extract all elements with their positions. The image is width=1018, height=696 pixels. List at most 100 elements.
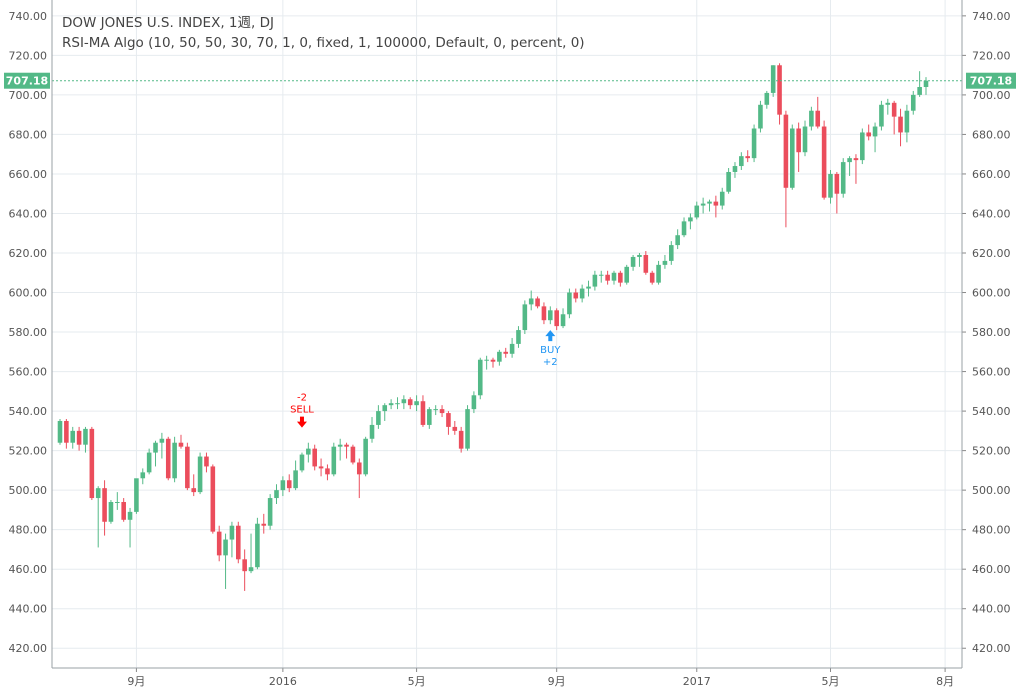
candle: [223, 533, 228, 589]
candle-body: [337, 444, 343, 447]
candle: [458, 426, 464, 453]
candle-body: [739, 156, 744, 167]
candle-body: [312, 448, 317, 467]
candle: [917, 71, 922, 97]
candle-body: [465, 409, 470, 449]
candle: [675, 229, 680, 250]
candle: [452, 420, 458, 435]
candle-body: [64, 420, 69, 443]
candle: [688, 213, 693, 230]
candle-body: [898, 116, 903, 133]
axes: 420.00 420.00 440.00 440.00 460.00 460.00 480.…: [9, 0, 1011, 688]
last-price-line: 707.18 707.18: [4, 72, 1016, 89]
candle-body: [719, 191, 725, 206]
y-tick-label-right: 640.00: [972, 207, 1011, 220]
candle-body: [618, 272, 623, 283]
candle: [369, 417, 375, 443]
candle-body: [694, 205, 700, 218]
candle-body: [891, 102, 897, 117]
y-tick-label-right: 580.00: [972, 326, 1011, 339]
candle: [745, 150, 750, 163]
candle: [484, 355, 489, 370]
candle-body: [344, 444, 349, 447]
candle-body: [89, 428, 95, 499]
candle-body: [917, 87, 922, 95]
candle-body: [172, 442, 177, 479]
candle-body: [318, 466, 324, 469]
candle-body: [637, 254, 642, 257]
y-tick-label-left: 740.00: [9, 10, 48, 23]
candle: [535, 296, 540, 309]
candle: [802, 120, 808, 157]
buy-signal-label: BUY: [540, 345, 561, 356]
y-tick-label-right: 480.00: [972, 524, 1011, 537]
indicator-title: RSI-MA Algo (10, 50, 50, 30, 70, 1, 0, f…: [62, 35, 585, 51]
candle: [726, 168, 731, 194]
y-tick-label-right: 620.00: [972, 247, 1011, 260]
candle: [229, 521, 235, 558]
candle-body: [216, 531, 222, 556]
candle: [879, 100, 884, 131]
candle-body: [427, 409, 432, 425]
candle-body: [802, 126, 808, 153]
candle-body: [331, 446, 337, 475]
candle: [267, 494, 273, 530]
candle-body: [153, 442, 158, 453]
candle-body: [458, 430, 464, 449]
candle-body: [477, 359, 483, 396]
candle-body: [356, 462, 362, 475]
candle-body: [573, 292, 579, 299]
candle: [751, 124, 757, 163]
candle-body: [185, 446, 190, 489]
candle: [567, 288, 572, 319]
candle-body: [401, 399, 407, 404]
y-tick-label-left: 500.00: [9, 484, 48, 497]
candle-body: [388, 403, 394, 406]
candle: [866, 124, 871, 141]
last-price-tag-left: [4, 72, 50, 89]
candle-body: [248, 567, 254, 572]
y-tick-label-left: 680.00: [9, 128, 48, 141]
candle-body: [567, 292, 572, 315]
candle: [236, 521, 241, 564]
candle-body: [280, 480, 286, 491]
y-tick-label-right: 420.00: [972, 642, 1011, 655]
candle: [656, 260, 661, 285]
candle-body: [146, 452, 152, 473]
candle: [471, 391, 477, 414]
candle: [382, 403, 388, 421]
candle-body: [293, 470, 298, 489]
candle: [713, 195, 719, 218]
candle-body: [376, 411, 381, 425]
candle-body: [121, 502, 126, 520]
candle-body: [809, 110, 814, 127]
candle: [662, 254, 668, 269]
candle-body: [274, 490, 279, 499]
candle: [95, 486, 101, 548]
y-tick-label-left: 480.00: [9, 524, 48, 537]
candle-body: [675, 235, 680, 246]
candle-body: [783, 114, 789, 188]
candle-body: [178, 442, 184, 447]
buy-arrow-icon: [545, 330, 556, 342]
candle: [414, 395, 419, 412]
candle-body: [579, 288, 585, 299]
candle-body: [758, 104, 763, 129]
candle: [140, 468, 146, 485]
x-tick-label: 5月: [821, 675, 839, 688]
y-tick-label-left: 580.00: [9, 326, 48, 339]
candle-body: [630, 256, 636, 267]
candle: [255, 517, 260, 570]
candle: [834, 171, 840, 214]
candle-body: [255, 523, 260, 568]
candle-body: [815, 110, 821, 127]
candle: [115, 492, 120, 510]
candle-body: [407, 399, 413, 406]
candle-body: [789, 128, 795, 188]
candle: [497, 349, 502, 366]
candle-body: [732, 166, 738, 172]
